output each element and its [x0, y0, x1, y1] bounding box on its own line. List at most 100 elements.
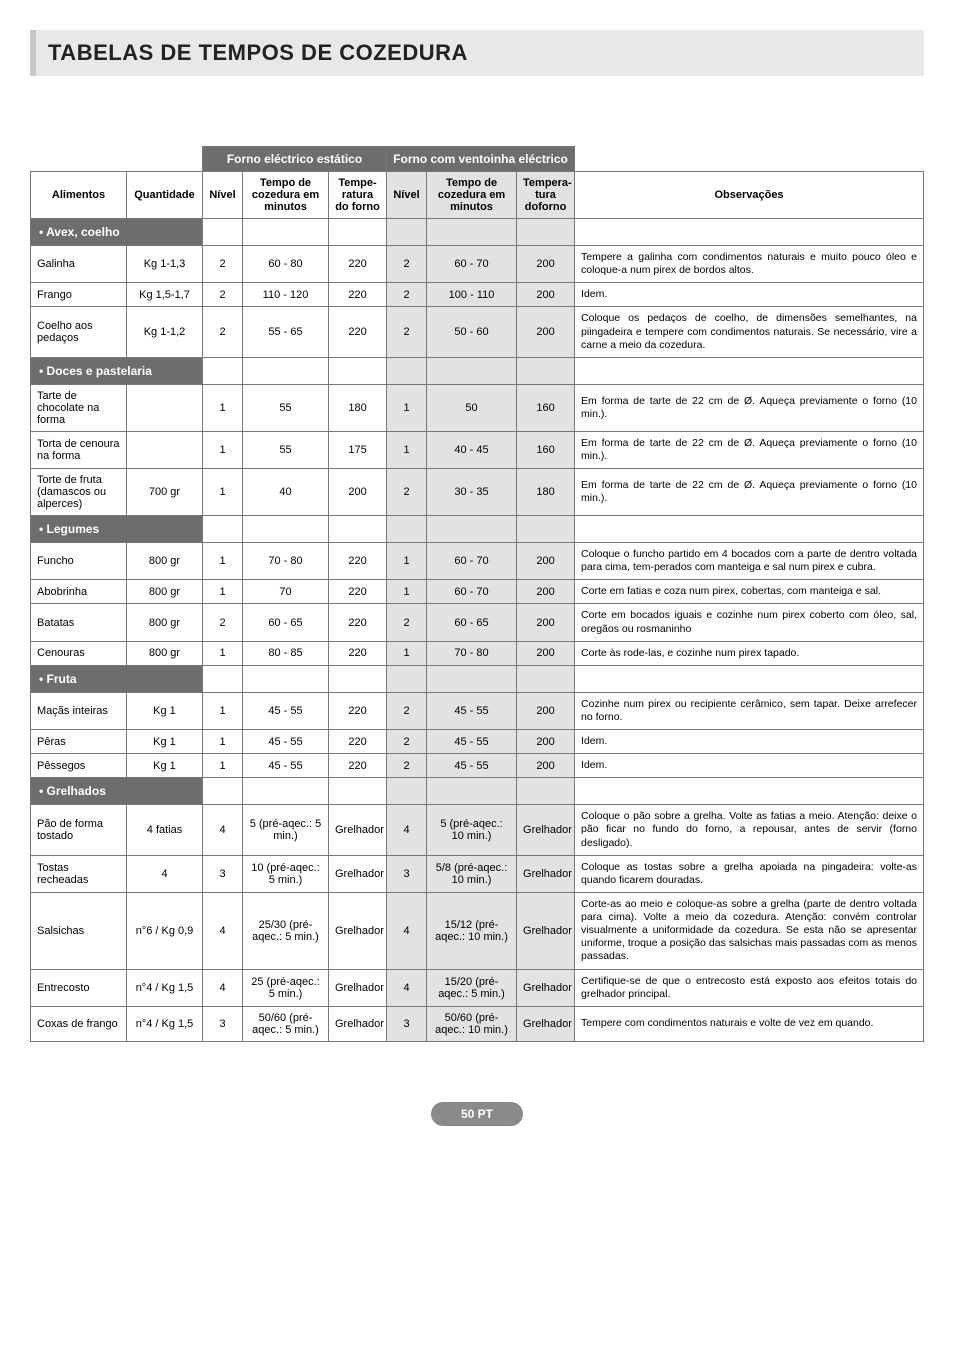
cell-alimento: Pêssegos — [31, 754, 127, 778]
cell-temp-1: 220 — [329, 641, 387, 665]
table-row: Tostas recheadas4310 (pré-aqec.: 5 min.)… — [31, 855, 924, 892]
cell-tempo-1: 10 (pré-aqec.: 5 min.) — [243, 855, 329, 892]
cell-qty: n°6 / Kg 0,9 — [127, 892, 203, 969]
cell-temp-1: 200 — [329, 469, 387, 516]
section-header-row: • Grelhados — [31, 778, 924, 805]
section-title: • Grelhados — [31, 778, 203, 805]
cell-tempo-1: 55 — [243, 431, 329, 468]
table-row: Funcho800 gr170 - 80220160 - 70200Coloqu… — [31, 543, 924, 580]
cell-qty: 700 gr — [127, 469, 203, 516]
cell-tempo-2: 45 - 55 — [427, 692, 517, 729]
cell-obs: Corte-as ao meio e coloque-as sobre a gr… — [575, 892, 924, 969]
cell-tempo-1: 60 - 65 — [243, 604, 329, 641]
table-row: Coelho aos pedaçosKg 1-1,2255 - 65220250… — [31, 307, 924, 357]
cell-tempo-2: 30 - 35 — [427, 469, 517, 516]
cell-tempo-2: 15/12 (pré-aqec.: 10 min.) — [427, 892, 517, 969]
section-blank-fan — [427, 219, 517, 246]
cell-temp-2: Grelhador — [517, 805, 575, 855]
section-blank-fan — [387, 219, 427, 246]
cell-temp-1: 220 — [329, 692, 387, 729]
cell-qty: 800 gr — [127, 543, 203, 580]
cell-qty: Kg 1-1,3 — [127, 246, 203, 283]
section-blank-obs — [575, 357, 924, 384]
cell-temp-1: Grelhador — [329, 855, 387, 892]
cell-nivel-1: 1 — [203, 730, 243, 754]
section-header-row: • Avex, coelho — [31, 219, 924, 246]
table-row: Entrecoston°4 / Kg 1,5425 (pré-aqec.: 5 … — [31, 969, 924, 1006]
cell-nivel-1: 2 — [203, 283, 243, 307]
cell-nivel-1: 3 — [203, 1006, 243, 1041]
cell-qty: n°4 / Kg 1,5 — [127, 1006, 203, 1041]
section-blank-fan — [427, 516, 517, 543]
cell-obs: Tempere a galinha com condimentos natura… — [575, 246, 924, 283]
cell-tempo-2: 45 - 55 — [427, 730, 517, 754]
cell-nivel-2: 1 — [387, 641, 427, 665]
cell-temp-2: 200 — [517, 543, 575, 580]
section-blank-fan — [427, 357, 517, 384]
section-blank — [329, 778, 387, 805]
section-blank — [203, 665, 243, 692]
section-title: • Legumes — [31, 516, 203, 543]
cell-nivel-2: 2 — [387, 730, 427, 754]
cell-temp-2: Grelhador — [517, 1006, 575, 1041]
cell-tempo-2: 60 - 70 — [427, 580, 517, 604]
cell-temp-1: 220 — [329, 283, 387, 307]
cell-tempo-1: 50/60 (pré-aqec.: 5 min.) — [243, 1006, 329, 1041]
cell-temp-1: 220 — [329, 307, 387, 357]
cell-obs: Idem. — [575, 283, 924, 307]
cell-alimento: Torte de fruta (damascos ou alperces) — [31, 469, 127, 516]
header-blank-right — [575, 147, 924, 172]
header-static-group: Forno eléctrico estático — [203, 147, 387, 172]
cell-alimento: Coxas de frango — [31, 1006, 127, 1041]
cell-alimento: Frango — [31, 283, 127, 307]
section-blank-fan — [387, 516, 427, 543]
cell-qty — [127, 384, 203, 431]
section-blank-fan — [387, 665, 427, 692]
cell-alimento: Entrecosto — [31, 969, 127, 1006]
cell-nivel-2: 4 — [387, 805, 427, 855]
cell-alimento: Tarte de chocolate na forma — [31, 384, 127, 431]
cell-nivel-2: 2 — [387, 307, 427, 357]
cell-nivel-2: 1 — [387, 580, 427, 604]
cooking-table: Forno eléctrico estático Forno com vento… — [30, 146, 924, 1042]
cell-tempo-1: 25/30 (pré-aqec.: 5 min.) — [243, 892, 329, 969]
cell-qty: Kg 1 — [127, 692, 203, 729]
cell-temp-2: 180 — [517, 469, 575, 516]
cell-alimento: Salsichas — [31, 892, 127, 969]
cell-temp-1: 220 — [329, 604, 387, 641]
cell-temp-1: 220 — [329, 543, 387, 580]
table-row: Coxas de frangon°4 / Kg 1,5350/60 (pré-a… — [31, 1006, 924, 1041]
cell-nivel-2: 2 — [387, 469, 427, 516]
cell-nivel-2: 1 — [387, 431, 427, 468]
section-blank-fan — [387, 778, 427, 805]
cell-temp-2: 200 — [517, 730, 575, 754]
table-row: PêrasKg 1145 - 55220245 - 55200Idem. — [31, 730, 924, 754]
cell-temp-2: Grelhador — [517, 855, 575, 892]
cell-temp-2: 200 — [517, 283, 575, 307]
cell-tempo-1: 25 (pré-aqec.: 5 min.) — [243, 969, 329, 1006]
table-row: GalinhaKg 1-1,3260 - 80220260 - 70200Tem… — [31, 246, 924, 283]
cell-obs: Idem. — [575, 754, 924, 778]
cell-temp-1: Grelhador — [329, 892, 387, 969]
cell-nivel-1: 1 — [203, 641, 243, 665]
cell-obs: Corte às rode-las, e cozinhe num pirex t… — [575, 641, 924, 665]
cell-tempo-1: 55 — [243, 384, 329, 431]
cell-tempo-1: 70 - 80 — [243, 543, 329, 580]
cell-obs: Corte em bocados iguais e cozinhe num pi… — [575, 604, 924, 641]
section-blank-fan — [517, 778, 575, 805]
section-blank-fan — [387, 357, 427, 384]
cell-obs: Coloque os pedaços de coelho, de dimensõ… — [575, 307, 924, 357]
section-blank — [329, 665, 387, 692]
header-blank-left — [31, 147, 203, 172]
cell-alimento: Funcho — [31, 543, 127, 580]
cell-obs: Em forma de tarte de 22 cm de Ø. Aqueça … — [575, 431, 924, 468]
cell-temp-1: Grelhador — [329, 969, 387, 1006]
cell-nivel-1: 2 — [203, 604, 243, 641]
cell-nivel-1: 4 — [203, 892, 243, 969]
cell-tempo-2: 50/60 (pré-aqec.: 10 min.) — [427, 1006, 517, 1041]
cell-tempo-2: 5/8 (pré-aqec.: 10 min.) — [427, 855, 517, 892]
table-row: Torta de cenoura na forma155175140 - 451… — [31, 431, 924, 468]
table-row: Salsichasn°6 / Kg 0,9425/30 (pré-aqec.: … — [31, 892, 924, 969]
cell-qty: Kg 1,5-1,7 — [127, 283, 203, 307]
cell-temp-2: 200 — [517, 246, 575, 283]
